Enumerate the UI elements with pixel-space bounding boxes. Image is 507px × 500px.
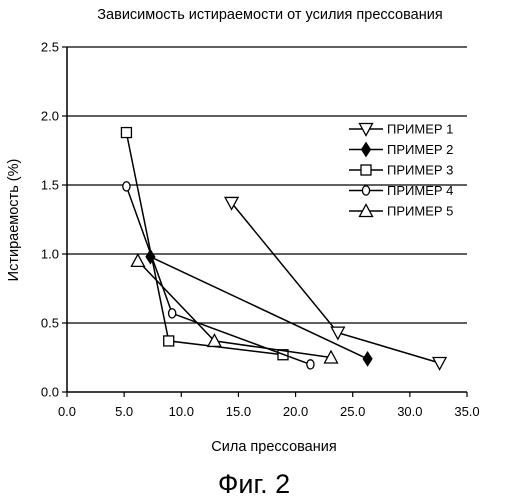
legend-label-1: ПРИМЕР 1: [387, 122, 453, 137]
legend-entry-3: ПРИМЕР 3: [349, 163, 453, 178]
y-tick-label-4: 2.0: [41, 109, 59, 124]
y-tick-label-3: 1.5: [41, 178, 59, 193]
x-tick-label-0: 0.0: [58, 404, 76, 419]
legend-marker-2: [362, 143, 371, 157]
legend-marker-4: [362, 186, 369, 195]
legend-entry-1: ПРИМЕР 1: [349, 122, 453, 137]
y-tick-label-0: 0.0: [41, 385, 59, 400]
legend-label-3: ПРИМЕР 3: [387, 163, 453, 178]
series-2: [146, 250, 372, 366]
series-1-line: [232, 203, 440, 363]
x-tick-label-7: 35.0: [454, 404, 479, 419]
y-tick-label-5: 2.5: [41, 40, 59, 55]
series-3-point-1: [121, 128, 131, 138]
legend-label-5: ПРИМЕР 5: [387, 204, 453, 219]
x-tick-label-1: 5.0: [115, 404, 133, 419]
series-1-point-3: [433, 358, 446, 370]
chart-title: Зависимость истираемости от усилия пресс…: [97, 7, 442, 23]
x-tick-label-3: 15.0: [226, 404, 251, 419]
legend-marker-3: [361, 165, 371, 175]
series-4-point-1: [123, 182, 130, 191]
series-4-point-3: [307, 360, 314, 369]
legend-label-2: ПРИМЕР 2: [387, 142, 453, 157]
x-axis-label: Сила прессования: [211, 439, 336, 455]
legend-entry-5: ПРИМЕР 5: [349, 204, 453, 219]
series-4-point-2: [169, 309, 176, 318]
series-3-point-2: [164, 336, 174, 346]
figure-caption: Фиг. 2: [218, 469, 290, 499]
series-5-point-1: [131, 254, 144, 266]
legend-entry-2: ПРИМЕР 2: [349, 142, 453, 157]
x-tick-label-2: 10.0: [169, 404, 194, 419]
series-2-point-2: [363, 352, 372, 366]
tick-labels: 0.0 0.5 1.0 1.5 2.0 2.5 0.0 5.0 10.0 15.0 20.0 25.0…: [41, 40, 480, 420]
series-4-line: [126, 186, 310, 364]
x-tick-label-5: 25.0: [340, 404, 365, 419]
axes: [67, 47, 467, 392]
legend-label-4: ПРИМЕР 4: [387, 183, 453, 198]
y-axis-label: Истираемость (%): [6, 159, 22, 282]
y-tick-label-2: 1.0: [41, 247, 59, 262]
x-tick-label-6: 30.0: [397, 404, 422, 419]
legend: ПРИМЕР 1 ПРИМЕР 2 ПРИМЕР 3 ПРИМЕР 4 ПРИМЕР 5: [349, 122, 453, 219]
x-tick-label-4: 20.0: [283, 404, 308, 419]
series-3-line: [126, 133, 283, 355]
y-tick-label-1: 0.5: [41, 316, 59, 331]
series-1-point-2: [331, 327, 344, 339]
